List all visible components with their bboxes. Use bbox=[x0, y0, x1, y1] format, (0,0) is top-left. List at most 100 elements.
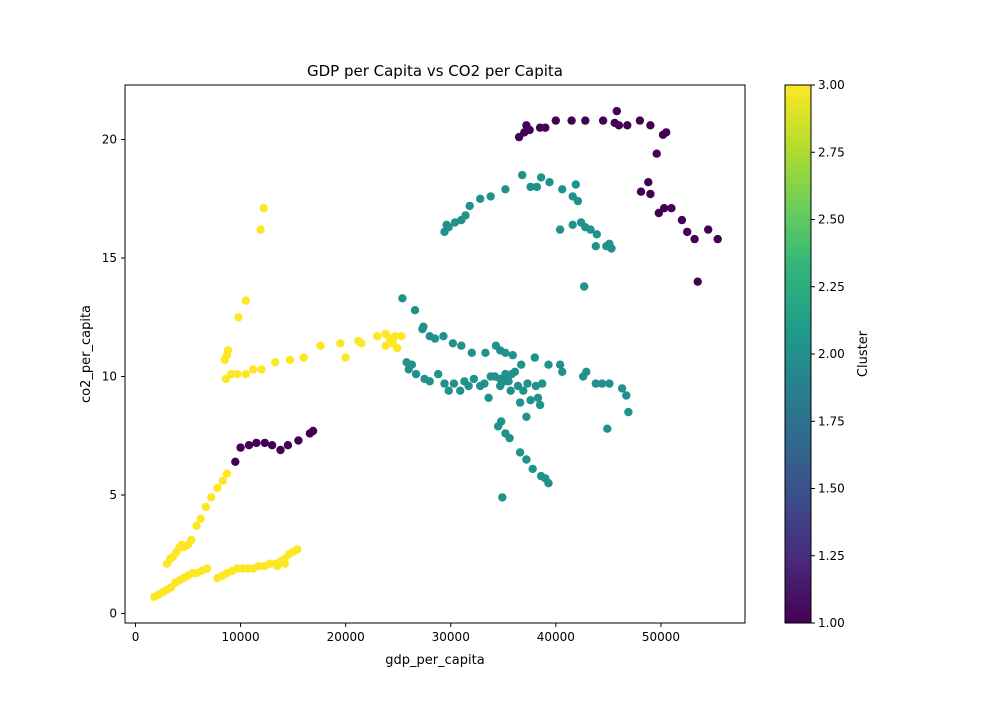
data-point bbox=[555, 360, 565, 369]
data-point bbox=[457, 341, 466, 350]
data-point bbox=[522, 121, 531, 130]
data-point bbox=[532, 182, 542, 192]
data-point bbox=[316, 341, 325, 350]
data-point bbox=[192, 521, 201, 530]
data-point bbox=[450, 218, 460, 227]
colorbar-label: Cluster bbox=[856, 330, 871, 377]
data-point bbox=[635, 116, 645, 125]
data-point bbox=[254, 561, 263, 571]
data-point bbox=[504, 377, 513, 386]
data-point bbox=[177, 540, 186, 549]
series-cluster-2 bbox=[398, 170, 633, 502]
data-point bbox=[558, 367, 567, 376]
data-point bbox=[299, 353, 308, 362]
data-point bbox=[581, 116, 590, 125]
x-axis-label: gdp_per_capita bbox=[385, 653, 484, 668]
colorbar-tick-label: 2.25 bbox=[818, 280, 845, 294]
data-point bbox=[522, 412, 531, 421]
data-point bbox=[551, 116, 560, 125]
data-point bbox=[545, 178, 554, 187]
data-point bbox=[614, 121, 624, 130]
data-point bbox=[294, 436, 303, 445]
data-point bbox=[683, 227, 692, 237]
data-point bbox=[501, 348, 510, 357]
data-point bbox=[484, 393, 493, 402]
colorbar-tick-label: 2.50 bbox=[818, 213, 845, 227]
y-tick-label: 0 bbox=[109, 607, 117, 621]
data-point bbox=[580, 282, 589, 291]
data-point bbox=[690, 234, 699, 244]
data-point bbox=[442, 220, 451, 229]
data-point bbox=[293, 545, 302, 554]
data-point bbox=[187, 535, 196, 545]
y-tick-label: 10 bbox=[102, 370, 117, 384]
data-point bbox=[519, 386, 528, 395]
data-point bbox=[456, 386, 465, 395]
data-point bbox=[501, 369, 510, 379]
colorbar-gradient bbox=[784, 84, 812, 624]
data-point bbox=[541, 123, 550, 132]
data-point bbox=[213, 483, 222, 493]
data-point bbox=[430, 334, 440, 343]
data-point bbox=[448, 339, 458, 348]
data-point bbox=[662, 128, 671, 137]
data-point bbox=[486, 192, 495, 201]
colorbar-tick-label: 1.75 bbox=[818, 414, 845, 428]
data-point bbox=[526, 182, 535, 192]
data-point bbox=[497, 417, 506, 426]
data-point bbox=[538, 379, 547, 388]
data-point bbox=[467, 348, 476, 357]
data-point bbox=[586, 225, 595, 234]
data-point bbox=[530, 353, 539, 362]
data-point bbox=[381, 341, 390, 350]
plot-frame bbox=[124, 84, 746, 624]
data-point bbox=[646, 189, 655, 199]
data-point bbox=[207, 493, 216, 502]
data-point bbox=[397, 332, 406, 341]
data-point bbox=[617, 384, 627, 393]
data-point bbox=[496, 381, 505, 391]
x-tick-label: 0 bbox=[132, 630, 140, 644]
data-point bbox=[568, 220, 577, 229]
data-point bbox=[218, 476, 227, 485]
data-point bbox=[233, 369, 242, 379]
data-point bbox=[393, 343, 402, 353]
data-point bbox=[465, 201, 474, 211]
data-point bbox=[231, 457, 240, 466]
data-point bbox=[226, 369, 236, 379]
data-point bbox=[623, 121, 632, 130]
data-point bbox=[652, 149, 661, 158]
data-point bbox=[256, 225, 265, 234]
data-point bbox=[425, 377, 434, 386]
data-point bbox=[357, 339, 366, 348]
data-point bbox=[522, 455, 531, 464]
data-point bbox=[498, 493, 507, 502]
data-point bbox=[280, 559, 289, 568]
data-point bbox=[276, 445, 285, 455]
data-point bbox=[419, 322, 428, 331]
chart-title: GDP per Capita vs CO2 per Capita bbox=[307, 62, 563, 80]
data-point bbox=[407, 360, 417, 369]
data-point bbox=[535, 400, 545, 410]
data-point bbox=[526, 396, 535, 405]
data-point bbox=[480, 379, 489, 388]
data-point bbox=[469, 374, 479, 384]
data-point bbox=[241, 296, 250, 305]
data-point bbox=[605, 379, 614, 388]
data-point bbox=[622, 391, 631, 400]
data-point bbox=[523, 379, 532, 388]
data-point bbox=[582, 367, 591, 376]
data-point bbox=[510, 367, 520, 376]
data-point bbox=[501, 185, 510, 194]
data-point bbox=[336, 339, 345, 348]
data-point bbox=[567, 116, 576, 125]
data-point bbox=[476, 194, 485, 203]
data-point bbox=[607, 244, 616, 253]
data-point bbox=[597, 379, 607, 388]
x-tick-label: 10000 bbox=[221, 630, 259, 644]
data-point bbox=[283, 441, 293, 450]
data-point bbox=[252, 438, 261, 448]
data-point bbox=[517, 360, 526, 369]
series-cluster-1 bbox=[231, 106, 722, 466]
colorbar-tick-label: 1.25 bbox=[818, 549, 845, 563]
